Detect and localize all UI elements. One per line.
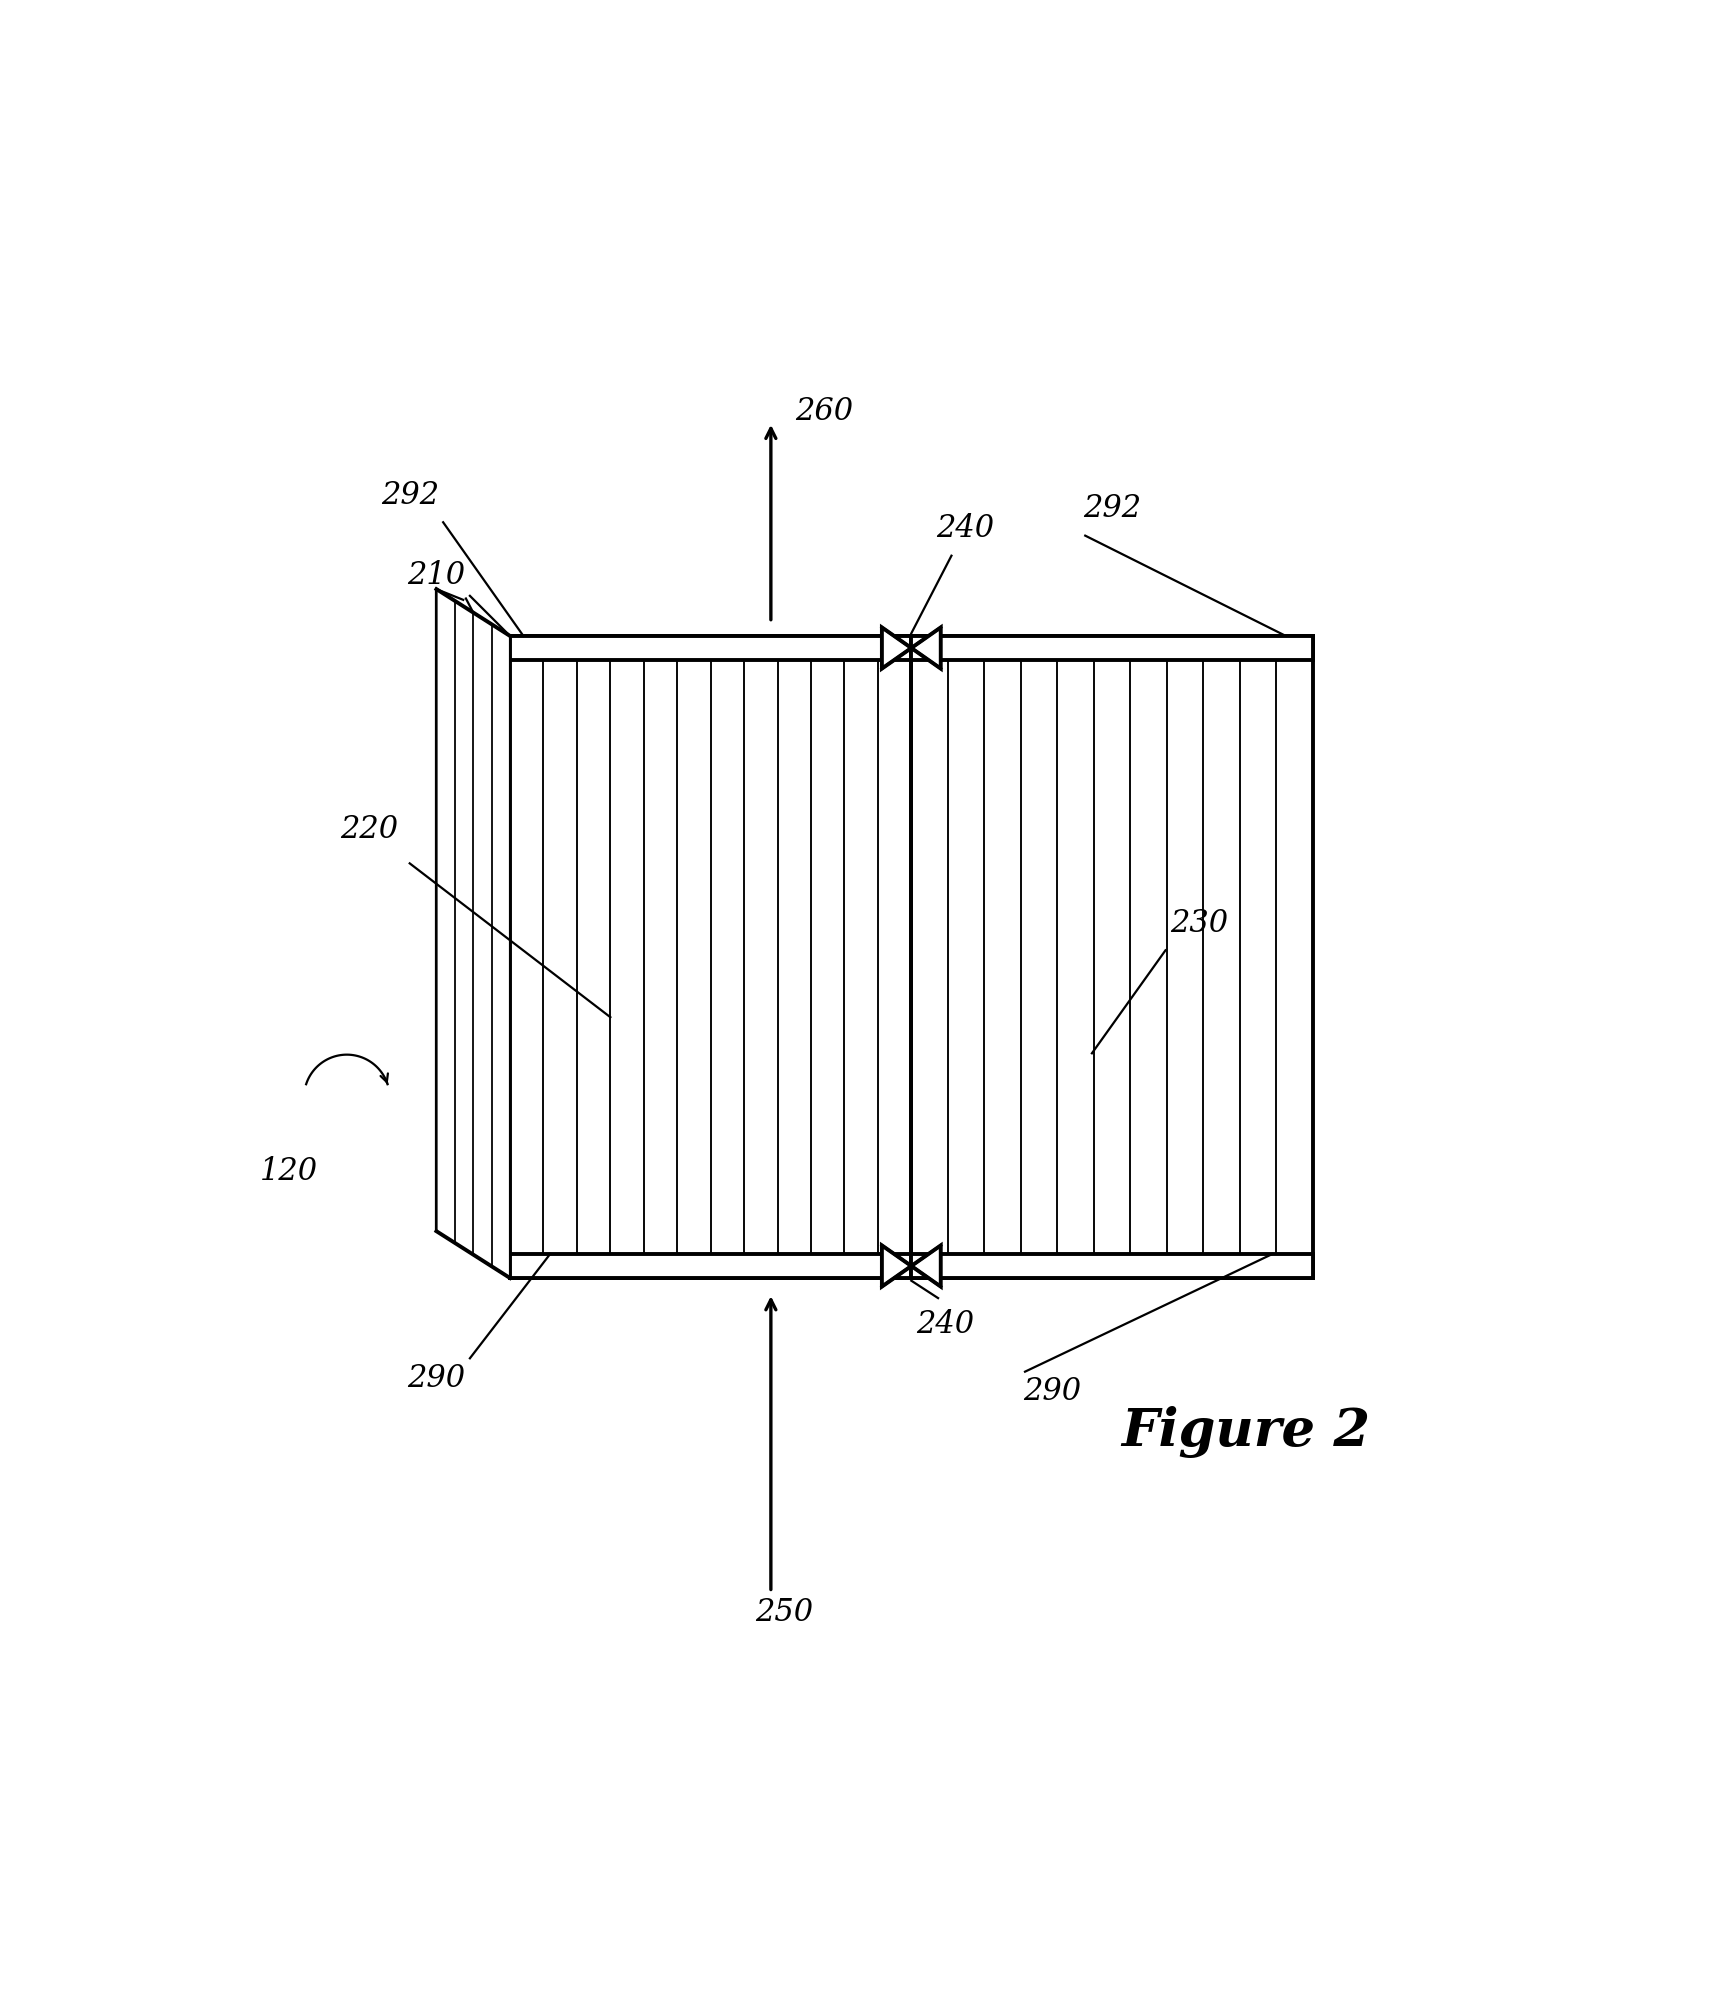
Polygon shape [882,1245,911,1287]
Text: Figure 2: Figure 2 [1122,1407,1370,1459]
Text: 260: 260 [796,396,853,426]
Text: 210: 210 [407,560,466,590]
Text: 290: 290 [407,1363,466,1395]
Bar [911,636,1312,1279]
Polygon shape [911,1245,941,1287]
Polygon shape [437,588,511,1279]
Polygon shape [882,628,911,668]
Bar [511,636,911,660]
Text: 292: 292 [381,480,438,510]
Text: 250: 250 [756,1597,813,1629]
Text: 290: 290 [1024,1377,1080,1407]
Bar [511,636,911,1279]
Text: 220: 220 [340,814,399,844]
Text: 240: 240 [917,1309,973,1341]
Polygon shape [911,628,941,668]
Text: 230: 230 [1170,908,1227,938]
Text: 120: 120 [261,1155,318,1187]
Bar [511,1255,911,1279]
Bar [911,1255,1312,1279]
Text: 240: 240 [935,514,994,544]
Bar [911,636,1312,660]
Text: 292: 292 [1082,494,1141,524]
